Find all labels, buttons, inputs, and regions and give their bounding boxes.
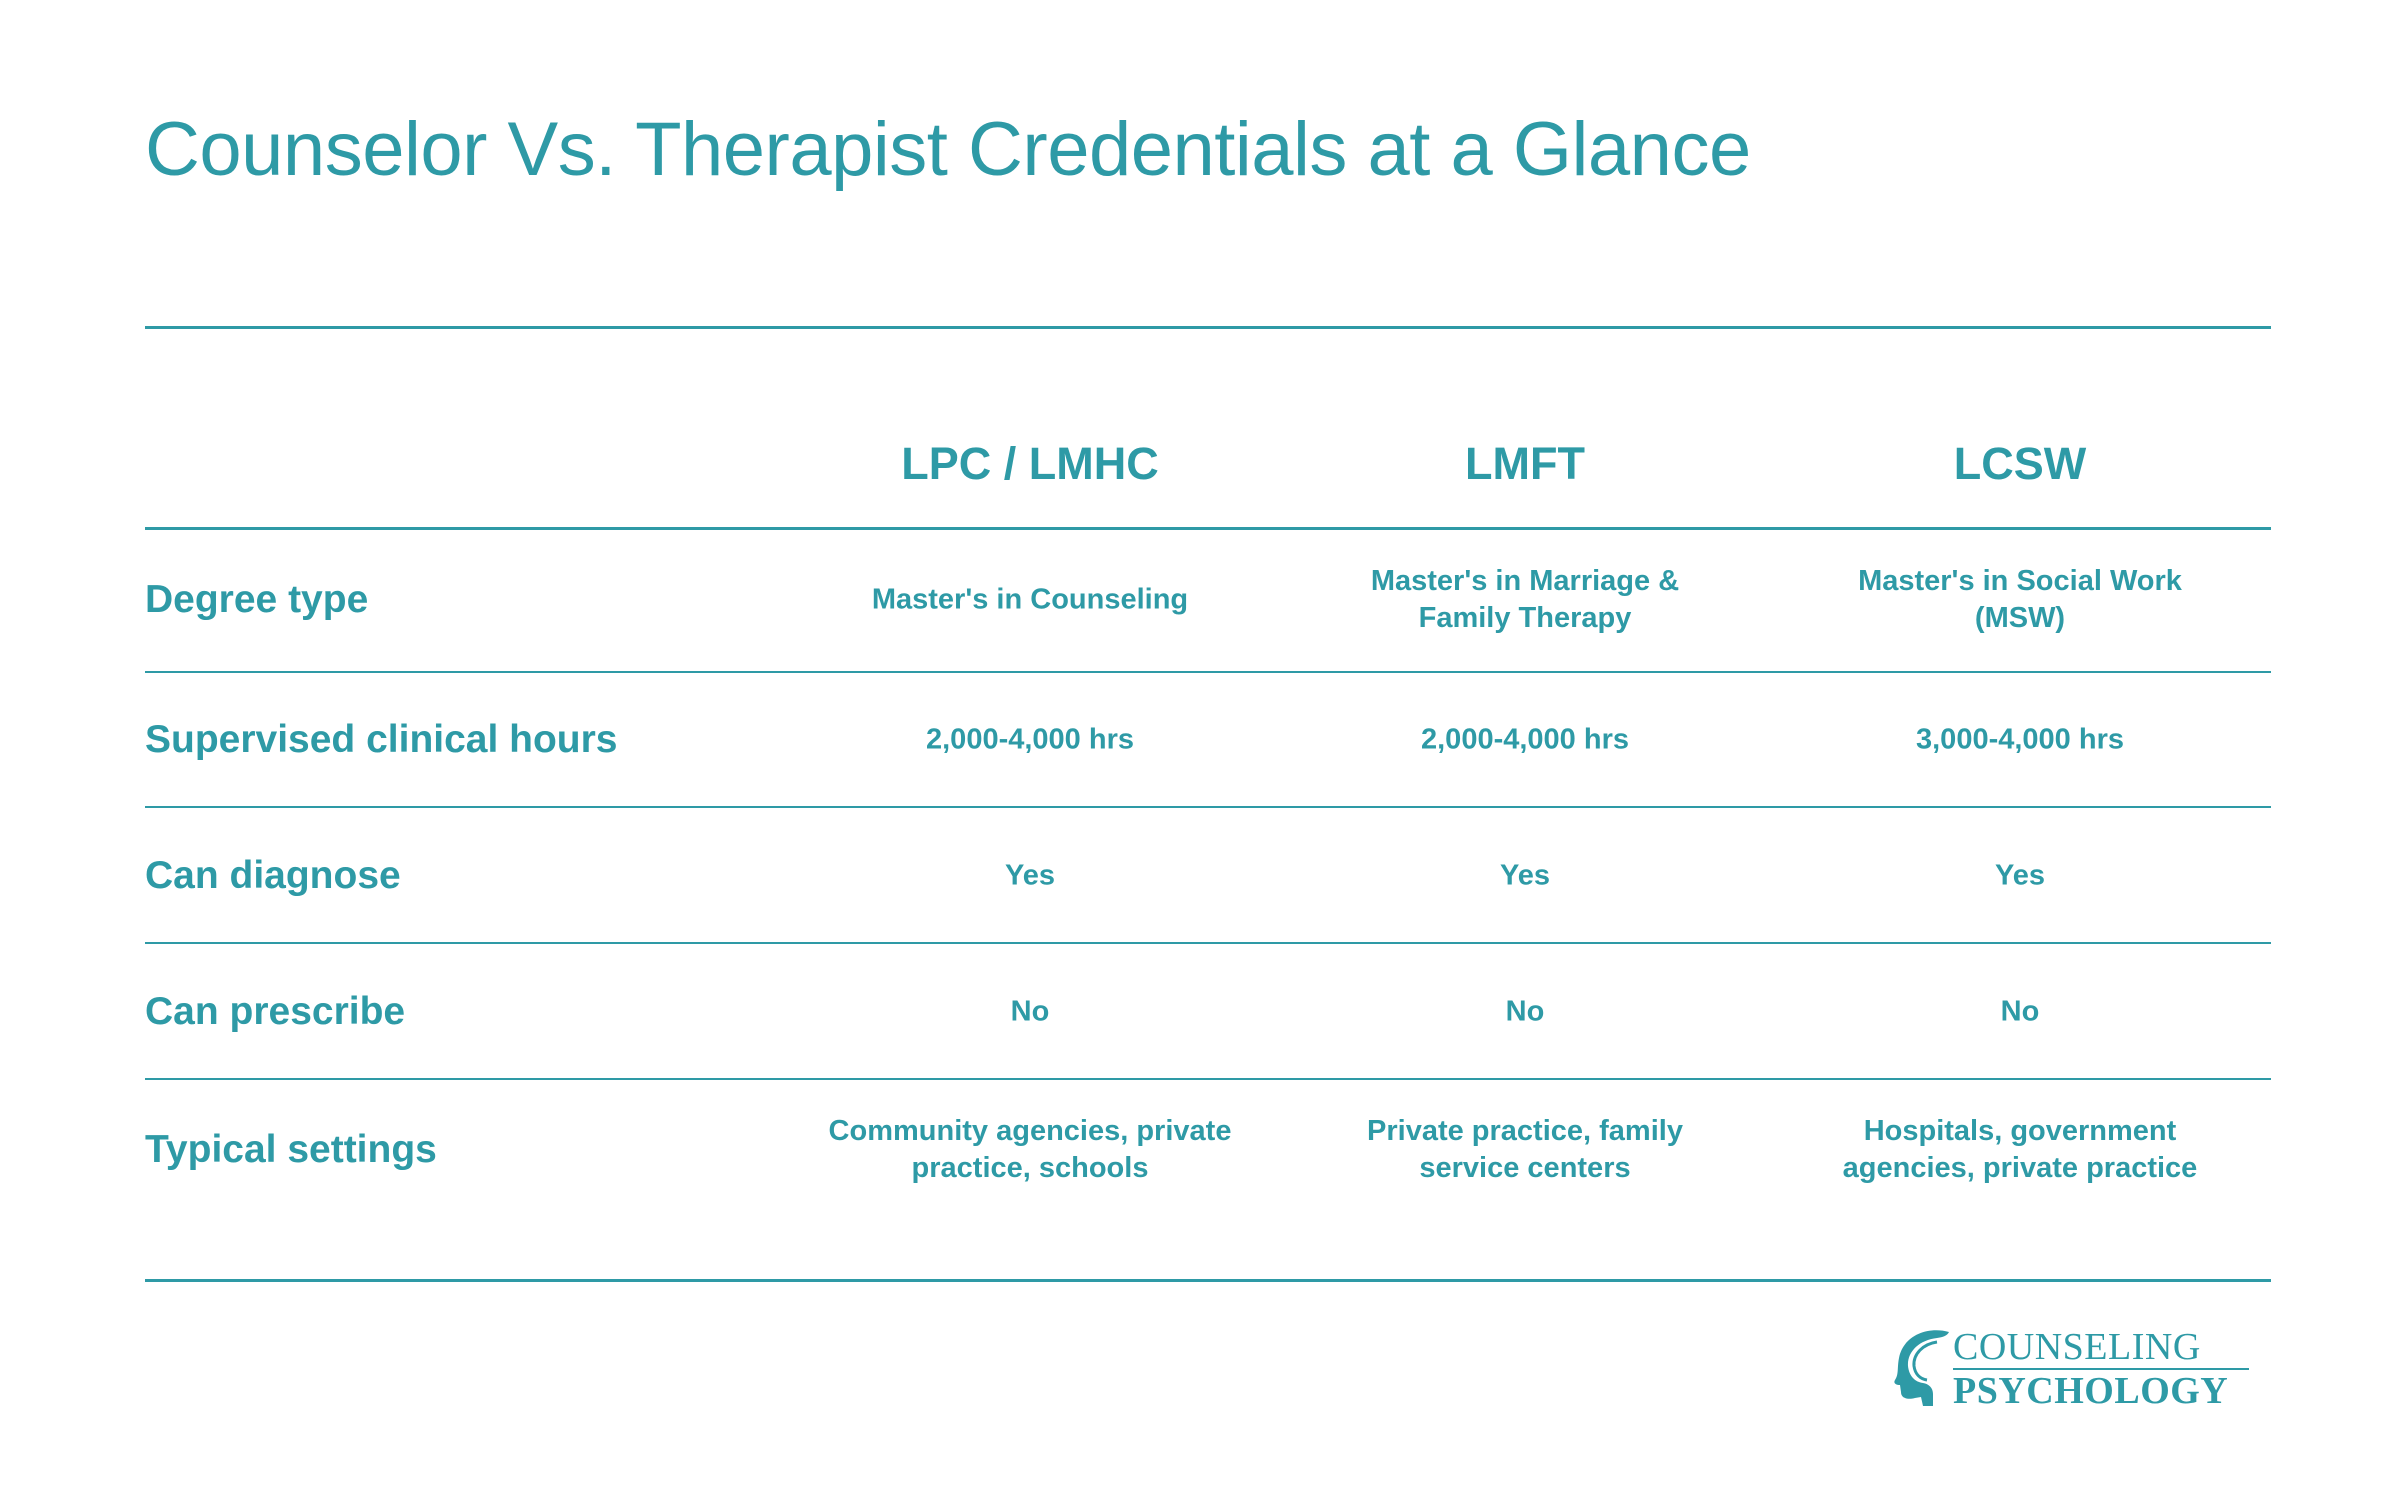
column-header: LMFT	[1465, 438, 1585, 489]
cell-text-line: Yes	[1995, 859, 2045, 892]
cell-text-line: agencies, private practice	[1842, 1152, 2198, 1184]
table-cell: 2,000-4,000 hrs	[810, 722, 1250, 759]
cell-text-line: Yes	[1500, 859, 1550, 892]
cell-text-line: 2,000-4,000 hrs	[926, 723, 1134, 756]
row-divider	[145, 942, 2271, 944]
table-cell: Yes	[810, 858, 1250, 895]
cell-text-line: 3,000-4,000 hrs	[1916, 723, 2124, 756]
table-cell: No	[1800, 994, 2240, 1031]
row-divider	[145, 806, 2271, 808]
table-cell: Community agencies, private practice, sch…	[810, 1113, 1250, 1187]
row-label: Degree type	[145, 578, 369, 621]
row-label: Typical settings	[145, 1128, 437, 1171]
cell-text-line: Hospitals, government	[1863, 1115, 2177, 1147]
column-header: LCSW	[1953, 438, 2087, 489]
row-label: Supervised clinical hours	[145, 718, 618, 761]
cell-text-line: (MSW)	[1974, 602, 2066, 634]
table-cell: Master's in Counseling	[810, 582, 1250, 619]
logo-text-top: COUNSELING	[1953, 1326, 2201, 1368]
table-cell: Private practice, family service centers	[1305, 1113, 1745, 1187]
table-cell: 2,000-4,000 hrs	[1305, 722, 1745, 759]
cell-text-line: Family Therapy	[1418, 602, 1632, 634]
divider-bottom	[145, 1279, 2271, 1282]
head-profile-icon	[1894, 1330, 1949, 1406]
cell-text-line: Master's in Marriage &	[1370, 565, 1680, 597]
cell-text-line: No	[1010, 995, 1050, 1028]
logo-divider	[1953, 1368, 2249, 1370]
cell-text-line: Community agencies, private	[828, 1115, 1232, 1147]
row-label: Can prescribe	[145, 990, 406, 1033]
cell-text-line: Master's in Social Work	[1858, 565, 2182, 597]
table-cell: Yes	[1800, 858, 2240, 895]
table-cell: Master's in Social Work (MSW)	[1800, 563, 2240, 637]
cell-text-line: Yes	[1005, 859, 1055, 892]
logo-text-bottom: PSYCHOLOGY	[1953, 1370, 2229, 1412]
row-label: Can diagnose	[145, 854, 401, 897]
cell-text-line: practice, schools	[911, 1152, 1149, 1184]
counseling-psychology-logo: COUNSELING PSYCHOLOGY	[1893, 1326, 2253, 1410]
table-cell: 3,000-4,000 hrs	[1800, 722, 2240, 759]
cell-text-line: Master's in Counseling	[871, 583, 1189, 616]
table-cell: Yes	[1305, 858, 1745, 895]
cell-text-line: No	[1505, 995, 1545, 1028]
cell-text-line: service centers	[1419, 1152, 1631, 1184]
table-cell: Hospitals, government agencies, private p…	[1800, 1113, 2240, 1187]
cell-text-line: 2,000-4,000 hrs	[1421, 723, 1629, 756]
page-title: Counselor Vs. Therapist Credentials at a…	[145, 107, 1751, 192]
cell-text-line: No	[2000, 995, 2040, 1028]
cell-text-line: Private practice, family	[1367, 1115, 1683, 1147]
header-divider	[145, 527, 2271, 530]
row-divider	[145, 671, 2271, 673]
table-cell: Master's in Marriage & Family Therapy	[1305, 563, 1745, 637]
column-header: LPC / LMHC	[901, 438, 1159, 489]
table-cell: No	[1305, 994, 1745, 1031]
row-divider	[145, 1078, 2271, 1080]
table-cell: No	[810, 994, 1250, 1031]
divider-top	[145, 326, 2271, 329]
